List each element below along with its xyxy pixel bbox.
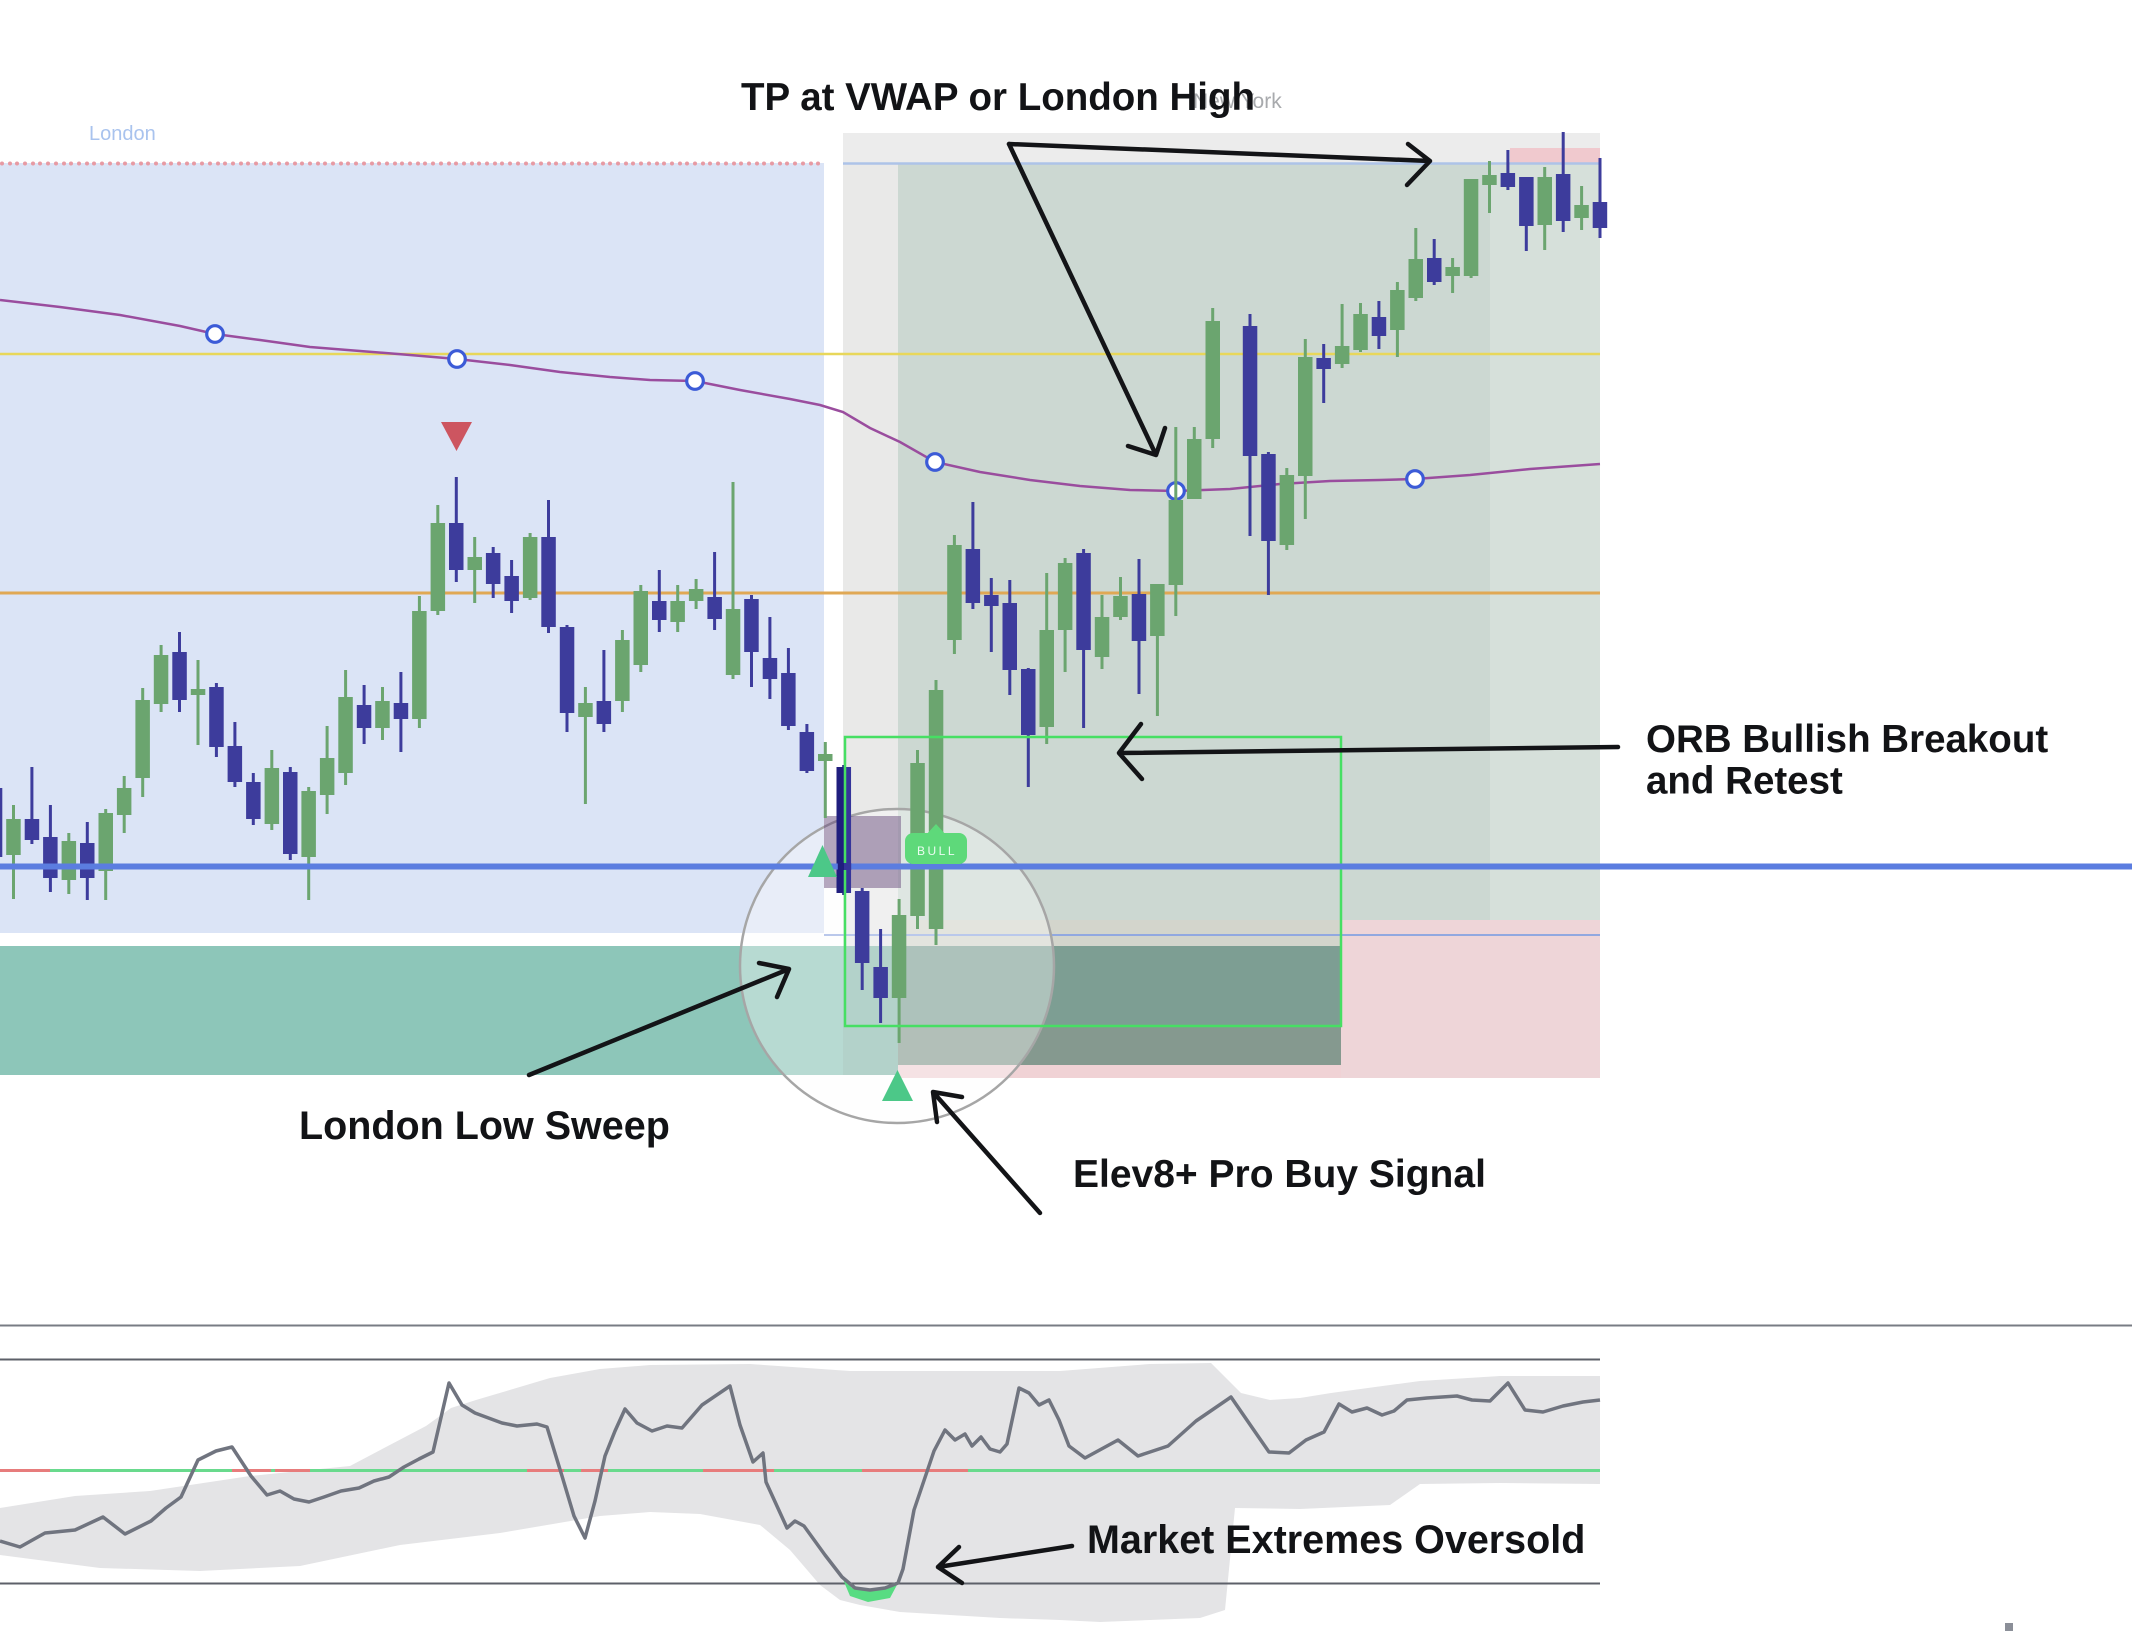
svg-text:BULL: BULL [917,844,957,858]
svg-text:London Low Sweep: London Low Sweep [299,1104,670,1148]
svg-text:and Retest: and Retest [1646,760,1843,803]
svg-text:Elev8+ Pro Buy Signal: Elev8+ Pro Buy Signal [1073,1153,1486,1196]
svg-text:Market Extremes Oversold: Market Extremes Oversold [1087,1518,1585,1562]
svg-text:New York: New York [1193,90,1282,113]
svg-text:ORB Bullish Breakout: ORB Bullish Breakout [1646,718,2048,761]
svg-text:TP at VWAP or London High: TP at VWAP or London High [741,76,1255,119]
svg-text:London: London [89,123,156,145]
